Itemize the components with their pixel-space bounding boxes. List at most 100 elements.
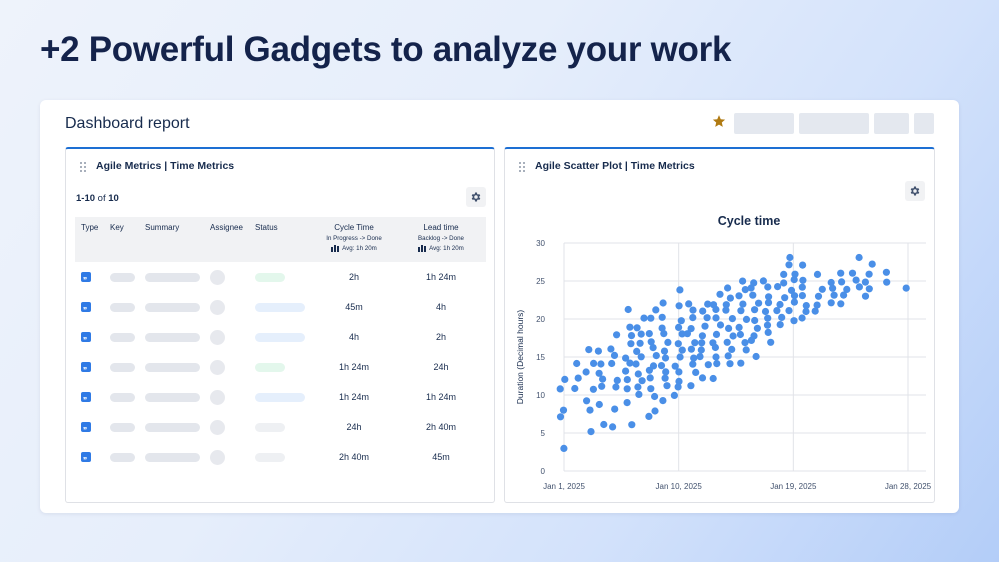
scatter-point <box>852 276 860 284</box>
dashboard-title: Dashboard report <box>65 115 190 132</box>
scatter-point <box>726 294 734 302</box>
key-placeholder[interactable] <box>110 453 135 462</box>
scatter-point <box>790 276 798 284</box>
key-placeholder[interactable] <box>110 363 135 372</box>
col-assignee[interactable]: Assignee <box>210 223 243 232</box>
x-tick-label: Jan 19, 2025 <box>770 482 817 491</box>
summary-placeholder[interactable] <box>145 423 200 432</box>
scatter-point <box>752 352 760 361</box>
scatter-point <box>663 382 671 390</box>
scatter-point <box>661 354 670 362</box>
summary-placeholder[interactable] <box>145 303 200 312</box>
scatter-point <box>764 299 773 307</box>
scatter-point <box>767 338 775 346</box>
scatter-point <box>691 339 699 347</box>
summary-placeholder[interactable] <box>145 333 200 342</box>
scatter-point <box>811 307 819 315</box>
scatter-point <box>712 330 721 338</box>
col-type[interactable]: Type <box>81 223 99 232</box>
toolbar-button-1[interactable] <box>734 113 794 134</box>
scatter-point <box>728 315 736 323</box>
scatter-point <box>660 347 669 355</box>
scatter-point <box>764 314 772 322</box>
scatter-point <box>837 269 845 277</box>
agile-scatter-gadget: Agile Scatter Plot | Time Metrics Cycle … <box>504 147 935 503</box>
scatter-point <box>647 338 655 346</box>
col-key[interactable]: Key <box>110 223 124 232</box>
drag-handle-icon[interactable] <box>80 162 86 172</box>
table-row[interactable]: ❞ 2h 40m 45m <box>75 443 486 473</box>
key-placeholder[interactable] <box>110 303 135 312</box>
count-of: of <box>97 193 106 204</box>
scatter-point <box>674 383 682 391</box>
scatter-point <box>659 397 667 405</box>
status-badge <box>255 453 285 462</box>
toolbar-button-3[interactable] <box>874 113 909 134</box>
scatter-point <box>865 285 873 293</box>
scatter-point <box>790 298 798 306</box>
star-icon[interactable] <box>712 114 726 128</box>
scatter-point <box>882 268 890 276</box>
scatter-point <box>786 253 794 262</box>
svg-text:❞: ❞ <box>83 456 87 465</box>
scatter-point <box>627 340 635 348</box>
table-row[interactable]: ❞ 4h 2h <box>75 323 486 353</box>
key-placeholder[interactable] <box>110 273 135 282</box>
scatter-point <box>791 270 799 278</box>
scatter-point <box>753 324 761 332</box>
scatter-point <box>704 300 712 308</box>
lead-time-label: Lead time <box>423 223 459 232</box>
summary-placeholder[interactable] <box>145 393 200 402</box>
scatter-point <box>598 382 606 390</box>
scatter-point <box>610 351 619 359</box>
scatter-point <box>773 307 781 315</box>
table-row[interactable]: ❞ 45m 4h <box>75 293 486 323</box>
table-row[interactable]: ❞ 1h 24m 24h <box>75 353 486 383</box>
scatter-point <box>712 314 720 322</box>
settings-button[interactable] <box>905 181 925 201</box>
summary-placeholder[interactable] <box>145 273 200 282</box>
scatter-point <box>637 330 645 338</box>
table-row[interactable]: ❞ 2h 1h 24m <box>75 263 486 293</box>
cycle-time-cell: 4h <box>348 332 359 342</box>
settings-button[interactable] <box>466 187 486 207</box>
x-tick-label: Jan 10, 2025 <box>656 482 703 491</box>
scatter-point <box>597 360 605 368</box>
status-badge <box>255 333 305 342</box>
cycle-time-avg: Avg: 1h 20m <box>304 245 404 252</box>
drag-handle-icon[interactable] <box>519 162 525 172</box>
scatter-point <box>764 283 772 291</box>
avatar <box>210 420 225 435</box>
key-placeholder[interactable] <box>110 393 135 402</box>
table-row[interactable]: ❞ 1h 24m 1h 24m <box>75 383 486 413</box>
story-type-icon: ❞ <box>81 392 91 405</box>
cycle-time-cell: 45m <box>345 302 363 312</box>
table-row[interactable]: ❞ 24h 2h 40m <box>75 413 486 443</box>
scatter-point <box>560 444 568 452</box>
y-tick-label: 30 <box>536 239 545 248</box>
col-summary[interactable]: Summary <box>145 223 180 232</box>
scatter-point <box>685 300 693 308</box>
scatter-point <box>613 376 621 384</box>
key-placeholder[interactable] <box>110 333 135 342</box>
agile-metrics-gadget: Agile Metrics | Time Metrics 1-10 of 10 … <box>65 147 495 503</box>
scatter-point <box>674 340 682 348</box>
scatter-point <box>697 346 705 354</box>
scatter-point <box>658 324 666 332</box>
col-lead-time[interactable]: Lead time Backlog -> Done Avg: 1h 20m <box>391 223 491 252</box>
summary-placeholder[interactable] <box>145 363 200 372</box>
col-status[interactable]: Status <box>255 223 278 232</box>
scatter-point <box>594 347 602 355</box>
scatter-point <box>696 353 704 361</box>
svg-text:❞: ❞ <box>83 306 87 315</box>
scatter-point <box>739 300 747 308</box>
scatter-point <box>636 339 644 347</box>
col-cycle-time[interactable]: Cycle Time In Progress -> Done Avg: 1h 2… <box>304 223 404 252</box>
summary-placeholder[interactable] <box>145 453 200 462</box>
key-placeholder[interactable] <box>110 423 135 432</box>
cycle-time-cell: 24h <box>346 422 362 432</box>
toolbar-button-4[interactable] <box>914 113 934 134</box>
toolbar-button-2[interactable] <box>799 113 869 134</box>
scatter-point <box>582 368 590 376</box>
scatter-point <box>785 307 793 315</box>
